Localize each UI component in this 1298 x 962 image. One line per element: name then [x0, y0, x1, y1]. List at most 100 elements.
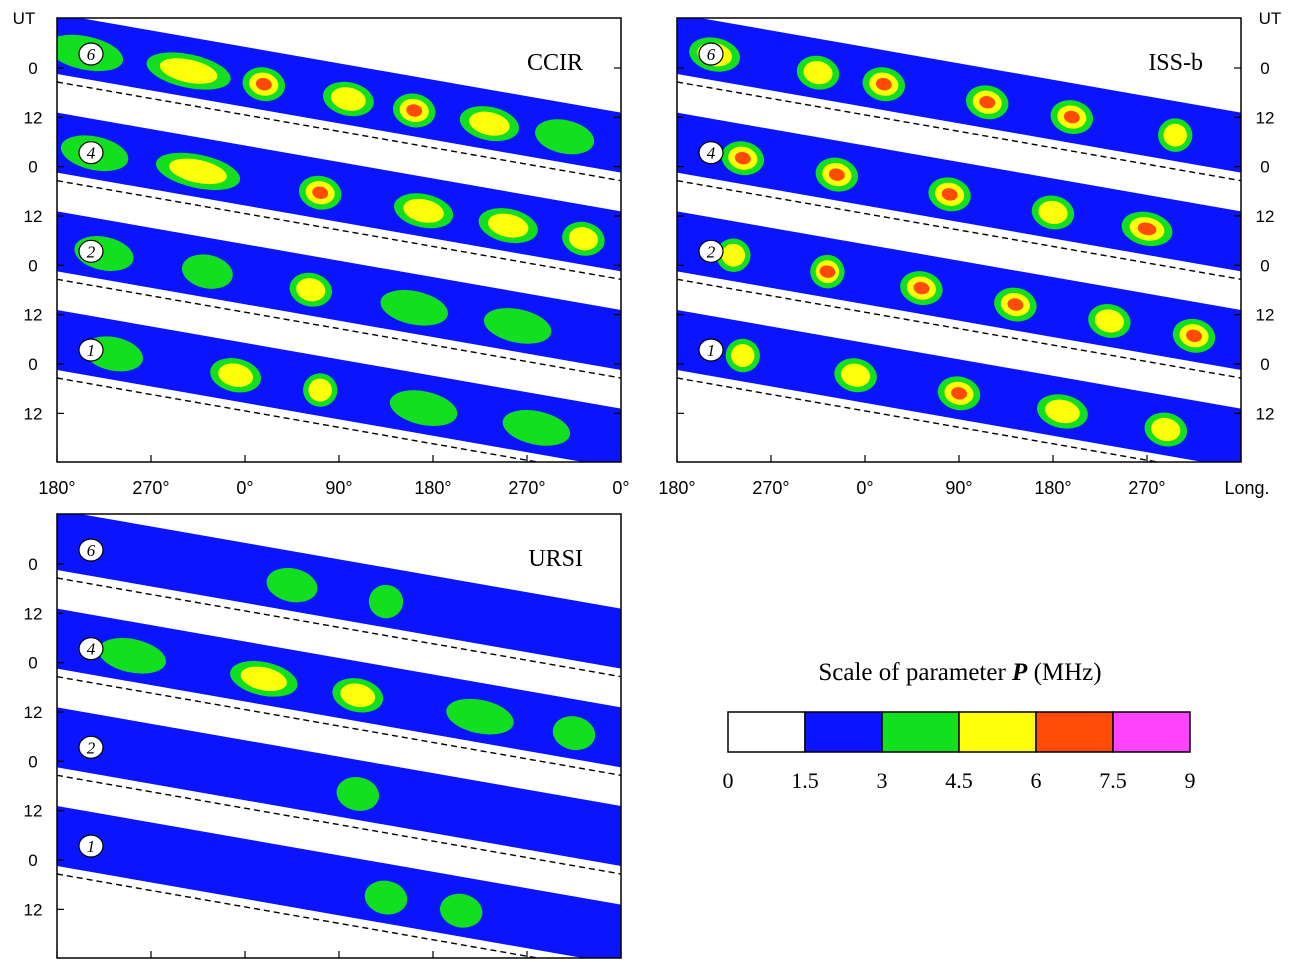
- iss-b-band-4-boundary-line: [677, 179, 1241, 281]
- ursi-ytick-label: 0: [28, 555, 37, 574]
- ccir-ytick-label: 0: [28, 158, 37, 177]
- ursi-band-badge-4: [78, 637, 104, 661]
- iss-b-band-4-blob-4-level-4: [1137, 222, 1157, 236]
- ursi-ytick-label: 12: [24, 900, 43, 919]
- iss-b-band-2-blob-3-level-4: [1007, 298, 1024, 311]
- iss-b-band-2-blob-5-level-4: [1186, 329, 1202, 343]
- iss-b-band-6-blob-5-level-3: [1163, 123, 1187, 147]
- iss-b-ytick-label-right: 0: [1260, 355, 1269, 374]
- iss-b-xtick-label: 0°: [856, 478, 873, 498]
- iss-b-band-4-blob-2-level-4: [941, 188, 958, 201]
- ccir-band-4-blob-2-level-4: [312, 186, 329, 199]
- ccir-xtick-label: 90°: [325, 478, 352, 498]
- iss-b-xtick-label: 90°: [945, 478, 972, 498]
- ccir-band-badge-label-6: 6: [87, 45, 96, 64]
- ccir-ytick-label: 12: [24, 306, 43, 325]
- iss-b-band-2-blob-0-level-3: [721, 243, 746, 267]
- legend-tick-label: 7.5: [1099, 768, 1127, 793]
- iss-b-xtick-label: 270°: [1128, 478, 1165, 498]
- ursi-ytick-label: 12: [24, 703, 43, 722]
- ccir-xtick-label: 180°: [414, 478, 451, 498]
- iss-b-title: ISS-b: [1148, 50, 1203, 76]
- legend-swatch-1: [804, 711, 883, 753]
- ursi-ytick-label: 0: [28, 654, 37, 673]
- legend-title-symbol: P: [1011, 659, 1028, 686]
- iss-b-xtick-label: 180°: [1034, 478, 1071, 498]
- ursi-band-6-boundary-line: [57, 577, 621, 678]
- ursi-ytick-label: 12: [24, 802, 43, 821]
- iss-b-band-1-blob-3-level-3: [1045, 399, 1080, 424]
- iss-b-band-1-boundary-line: [677, 377, 1162, 462]
- legend-title-suffix: (MHz): [1027, 659, 1101, 686]
- ccir-xtick-label: 180°: [38, 478, 75, 498]
- iss-b-band-2-blob-1-level-4: [819, 265, 836, 278]
- ursi-band-4-blob-2-level-3: [340, 683, 376, 708]
- ut-axis-label-left: UT: [13, 9, 36, 28]
- iss-b-band-badge-label-1: 1: [707, 341, 716, 360]
- iss-b-band-2-blob-4-level-3: [1094, 309, 1124, 333]
- ccir-band-2-blob-1-level-2: [182, 254, 233, 289]
- iss-b-band-badge-label-6: 6: [707, 45, 716, 64]
- ccir-band-6-blob-4-level-4: [406, 104, 423, 117]
- ursi-band-1-blob-1-level-2: [364, 880, 408, 915]
- ursi-band-badge-2: [78, 735, 104, 759]
- ursi-band-1-boundary-line: [57, 873, 542, 958]
- ursi-band-4-blob-1-level-3: [240, 666, 287, 692]
- ccir-band-6-blob-1-level-3: [159, 58, 218, 84]
- ursi-band-2-boundary-line: [57, 774, 621, 875]
- ccir-band-badge-1: [78, 338, 104, 362]
- ccir-band-2-boundary-line: [57, 278, 621, 379]
- ursi-band-6-blob-0-level-1: [103, 538, 237, 590]
- ccir-band-1-boundary-line: [57, 377, 542, 462]
- ursi-band-1-blob-2-level-2: [439, 893, 483, 928]
- ursi-band-badge-label-6: 6: [87, 541, 96, 560]
- ursi-band-badge-label-1: 1: [87, 837, 96, 856]
- ursi-band-6-blob-3-level-1: [434, 595, 545, 645]
- ursi-contour-area: [57, 514, 621, 958]
- ccir-band-4-blob-1-level-3: [169, 158, 227, 185]
- ccir-xtick-label: 270°: [132, 478, 169, 498]
- ccir-ytick-label: 12: [24, 207, 43, 226]
- ccir-ytick-label: 0: [28, 256, 37, 275]
- legend-tick-label: 4.5: [945, 768, 973, 793]
- iss-b-band-badge-1: [698, 338, 724, 362]
- iss-b-band-1-blob-1-level-3: [841, 363, 871, 387]
- legend-tick-label: 3: [877, 768, 888, 793]
- ccir-band-2-blob-2-level-3: [296, 278, 326, 302]
- iss-b-ytick-label-right: 12: [1256, 306, 1275, 325]
- iss-b-band-1-blob-2-level-4: [951, 387, 967, 400]
- ursi-band-4-boundary-line: [57, 675, 621, 777]
- ursi-band-2-blob-0-level-1: [262, 761, 341, 808]
- iss-b-xtick-label: 270°: [752, 478, 789, 498]
- ursi-band-4-blob-0-level-2: [98, 637, 166, 674]
- ccir-band-6-blob-2-level-4: [255, 77, 272, 91]
- legend-swatch-0: [727, 711, 806, 753]
- iss-b-band-badge-4: [698, 141, 724, 165]
- ursi-band-6-blob-1-level-2: [266, 567, 318, 603]
- ccir-band-6-boundary-line: [57, 81, 621, 182]
- iss-b-band-6-blob-2-level-4: [875, 77, 892, 91]
- ccir-band-badge-4: [78, 141, 104, 165]
- iss-b-band-1-blob-0-level-3: [731, 344, 755, 367]
- ccir-ytick-label: 12: [24, 404, 43, 423]
- ccir-band-2-blob-3-level-2: [380, 289, 448, 326]
- iss-b-ytick-label-right: 0: [1260, 59, 1269, 78]
- ccir-band-6-blob-5-level-3: [469, 111, 510, 136]
- legend-tick-label: 1.5: [791, 768, 819, 793]
- ursi-band-badge-6: [78, 538, 104, 562]
- ccir-ytick-label: 0: [28, 355, 37, 374]
- iss-b-band-4-blob-1-level-4: [828, 168, 845, 181]
- iss-b-xtick-label: 180°: [658, 478, 695, 498]
- ccir-band-4-blob-5-level-3: [568, 227, 598, 251]
- iss-b-ytick-label-right: 12: [1256, 404, 1275, 423]
- ccir-band-4-blob-3-level-3: [403, 198, 444, 223]
- ccir-ytick-label: 0: [28, 59, 37, 78]
- iss-b-ytick-label-right: 0: [1260, 256, 1269, 275]
- ursi-title: URSI: [528, 546, 583, 572]
- iss-b-band-6-blob-3-level-4: [979, 96, 996, 109]
- ccir-band-badge-label-4: 4: [87, 144, 96, 163]
- color-scale-legend: Scale of parameter P (MHz) 0 1.5 3 4.5 6 7.5 9: [723, 659, 1196, 793]
- legend-tick-label: 6: [1031, 768, 1042, 793]
